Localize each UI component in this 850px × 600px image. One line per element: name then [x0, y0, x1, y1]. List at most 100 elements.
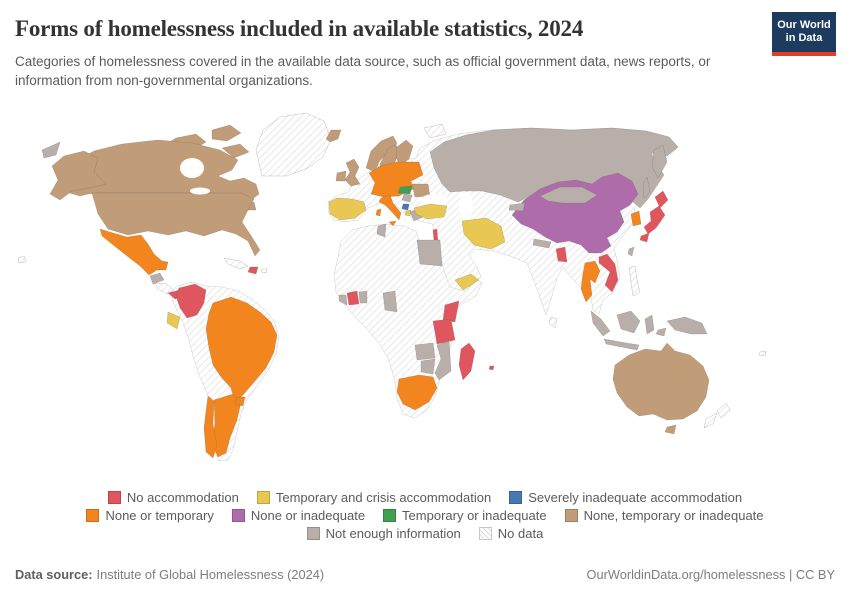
country-ghana[interactable]: [358, 290, 368, 304]
country-indonesia-sumatra[interactable]: [590, 310, 611, 337]
country-russia-chukotka[interactable]: [41, 141, 61, 159]
country-russia-kamchatka[interactable]: [651, 144, 668, 179]
caspian-sea: [459, 192, 473, 220]
country-finland[interactable]: [395, 139, 414, 167]
country-china[interactable]: [511, 172, 639, 254]
country-liberia[interactable]: [338, 294, 348, 306]
country-iceland[interactable]: [325, 129, 342, 143]
country-italy-sicily[interactable]: [388, 220, 397, 227]
country-haiti[interactable]: [247, 266, 259, 275]
legend-item-none-or-temporary[interactable]: None or temporary: [86, 508, 214, 523]
country-russia-sakhalin[interactable]: [642, 176, 651, 199]
country-canada-arctic-3[interactable]: [221, 143, 250, 159]
country-mauritius[interactable]: [488, 365, 495, 371]
legend-item-no-data[interactable]: No data: [478, 526, 543, 541]
data-source: Data source: Institute of Global Homeless…: [15, 567, 324, 582]
country-canada-arctic-2[interactable]: [211, 124, 242, 142]
country-mexico[interactable]: [99, 228, 169, 276]
country-norway[interactable]: [365, 135, 398, 173]
chart-subtitle: Categories of homelessness covered in th…: [15, 54, 711, 89]
legend-row-2: None or temporary None or inadequate Tem…: [77, 508, 772, 523]
islands-svalbard[interactable]: [423, 123, 447, 139]
country-uk[interactable]: [344, 158, 361, 187]
owid-logo[interactable]: Our World in Data: [772, 12, 836, 56]
islands-fiji[interactable]: [758, 350, 767, 357]
islands-hawaii[interactable]: [17, 255, 27, 264]
legend-item-severely-inadequate[interactable]: Severely inadequate accommodation: [509, 490, 742, 505]
country-south-korea[interactable]: [630, 210, 642, 227]
country-kyrgyzstan[interactable]: [508, 202, 526, 212]
country-central-america[interactable]: [154, 282, 175, 295]
country-uruguay[interactable]: [234, 396, 246, 407]
country-taiwan[interactable]: [627, 246, 635, 257]
country-brazil[interactable]: [205, 296, 278, 403]
country-kenya[interactable]: [442, 300, 460, 323]
legend-item-not-enough-information[interactable]: Not enough information: [306, 526, 461, 541]
country-japan-hokkaido[interactable]: [654, 190, 669, 209]
country-australia[interactable]: [612, 342, 710, 421]
country-cote-divoire[interactable]: [346, 290, 360, 306]
country-albania[interactable]: [404, 209, 412, 217]
world-choropleth-map: [0, 108, 850, 490]
legend-item-none-or-inadequate[interactable]: None or inadequate: [231, 508, 366, 523]
country-philippines[interactable]: [628, 265, 641, 297]
country-cameroon[interactable]: [382, 290, 398, 313]
country-japan-honshu[interactable]: [643, 205, 666, 235]
legend-item-temporary-crisis[interactable]: Temporary and crisis accommodation: [256, 490, 491, 505]
legend-label-none-or-inadequate: None or inadequate: [250, 508, 366, 523]
legend-swatch-no-data: [478, 527, 492, 540]
country-mongolia[interactable]: [539, 186, 598, 204]
legend-swatch-none-or-temporary: [86, 509, 100, 522]
country-indonesia-java[interactable]: [603, 338, 640, 351]
country-nepal[interactable]: [532, 238, 552, 249]
country-ireland[interactable]: [335, 170, 347, 182]
country-chile[interactable]: [203, 395, 218, 459]
legend-row-3: Not enough information No data: [298, 526, 553, 541]
country-iran[interactable]: [461, 217, 506, 250]
country-papua-new-guinea[interactable]: [666, 316, 708, 335]
legend-item-temporary-or-inadequate[interactable]: Temporary or inadequate: [383, 508, 547, 523]
country-egypt[interactable]: [416, 239, 443, 267]
country-new-zealand-north[interactable]: [716, 402, 731, 419]
country-indonesia-maluku[interactable]: [655, 327, 667, 337]
country-italy-sardinia[interactable]: [375, 208, 382, 217]
country-madagascar[interactable]: [458, 342, 476, 381]
country-usa[interactable]: [91, 192, 261, 257]
country-zimbabwe[interactable]: [420, 358, 436, 375]
country-indonesia-sulawesi[interactable]: [644, 314, 655, 335]
country-north-macedonia[interactable]: [401, 203, 410, 211]
country-guatemala[interactable]: [149, 272, 165, 285]
great-lakes: [190, 187, 210, 195]
country-yemen[interactable]: [454, 273, 480, 291]
country-japan-kyushu[interactable]: [639, 232, 650, 243]
country-mozambique[interactable]: [434, 340, 452, 381]
country-greenland[interactable]: [255, 112, 332, 177]
country-hungary[interactable]: [397, 185, 413, 195]
country-usa-alaska[interactable]: [49, 150, 107, 201]
black-sea: [421, 194, 447, 206]
country-indonesia-borneo[interactable]: [616, 310, 641, 334]
country-puerto-rico[interactable]: [260, 268, 268, 274]
country-bangladesh[interactable]: [555, 246, 568, 263]
country-spain-portugal[interactable]: [328, 197, 367, 221]
legend-item-none-temporary-or-inadequate[interactable]: None, temporary or inadequate: [564, 508, 764, 523]
owid-license-link[interactable]: OurWorldinData.org/homelessness | CC BY: [586, 567, 835, 582]
country-tunisia[interactable]: [376, 223, 387, 238]
legend-item-no-accommodation[interactable]: No accommodation: [107, 490, 239, 505]
country-cuba[interactable]: [223, 257, 249, 270]
legend-swatch-temporary-crisis: [256, 491, 270, 504]
country-ecuador[interactable]: [166, 311, 181, 330]
country-colombia[interactable]: [175, 283, 207, 319]
country-tanzania[interactable]: [432, 318, 456, 345]
country-sri-lanka[interactable]: [548, 316, 558, 329]
country-zambia[interactable]: [414, 342, 436, 361]
country-turkey[interactable]: [413, 203, 448, 220]
country-italy[interactable]: [378, 194, 402, 221]
country-australia-tasmania[interactable]: [664, 424, 677, 435]
country-vietnam[interactable]: [598, 253, 619, 293]
country-south-africa[interactable]: [396, 374, 438, 411]
country-serbia[interactable]: [401, 193, 413, 203]
hudson-bay: [180, 158, 204, 178]
country-new-zealand-south[interactable]: [703, 412, 718, 429]
country-thailand[interactable]: [580, 260, 601, 303]
